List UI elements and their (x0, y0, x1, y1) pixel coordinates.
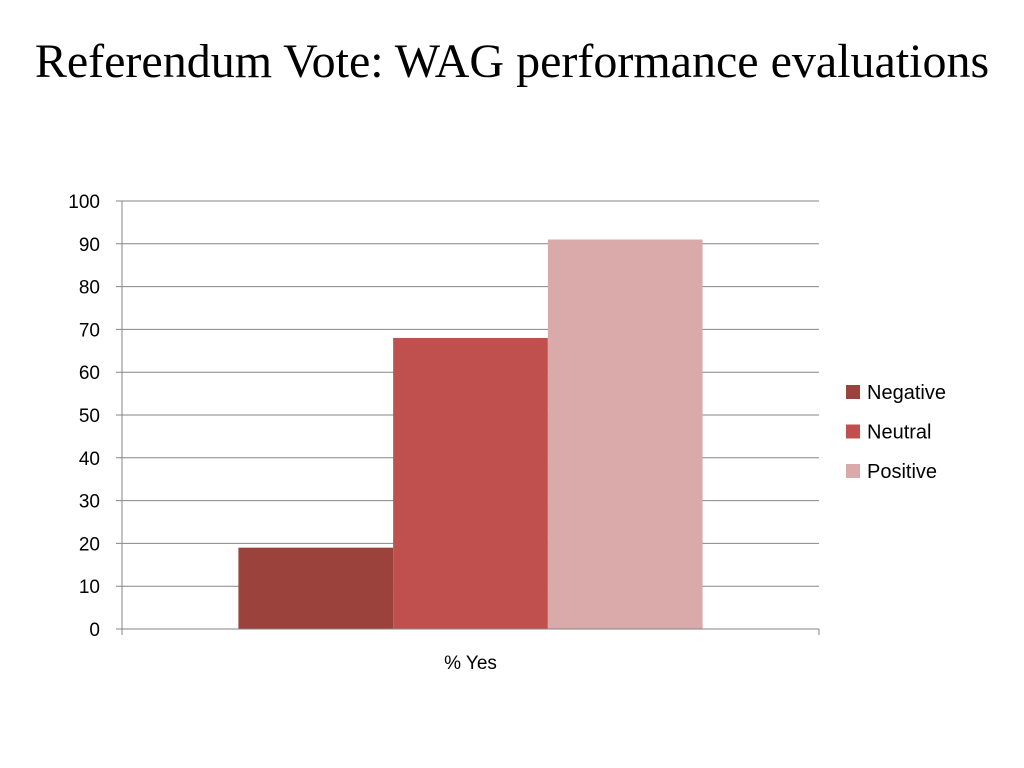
legend-swatch-positive (846, 464, 860, 478)
legend: Negative Neutral Positive (846, 382, 946, 483)
y-tick-label: 70 (79, 320, 100, 341)
y-tick-label: 40 (79, 449, 100, 470)
legend-label-neutral: Neutral (867, 422, 931, 444)
y-tick-label: 20 (79, 534, 100, 555)
y-tick-label: 50 (79, 406, 100, 427)
y-tick-label: 80 (79, 278, 100, 299)
slide-title: Referendum Vote: WAG performance evaluat… (34, 35, 990, 88)
y-tick-label: 60 (79, 363, 100, 384)
legend-label-negative: Negative (867, 382, 946, 404)
bar-positive (547, 239, 703, 629)
bar-neutral (393, 337, 548, 629)
y-tick-label: 90 (79, 235, 100, 256)
legend-label-positive: Positive (867, 461, 937, 483)
y-tick-label: 100 (68, 192, 100, 213)
y-axis-tick-labels: 0 10 20 30 40 50 60 70 80 90 100 (68, 192, 100, 641)
axes (116, 201, 820, 635)
bars (238, 239, 703, 629)
x-category-label: % Yes (444, 653, 497, 674)
y-tick-label: 0 (89, 620, 100, 641)
y-tick-label: 10 (79, 577, 100, 598)
bar-negative (238, 547, 394, 629)
legend-swatch-neutral (846, 424, 860, 439)
y-tick-label: 30 (79, 492, 100, 513)
legend-swatch-negative (846, 385, 860, 399)
x-axis-category-labels: % Yes (444, 653, 497, 674)
